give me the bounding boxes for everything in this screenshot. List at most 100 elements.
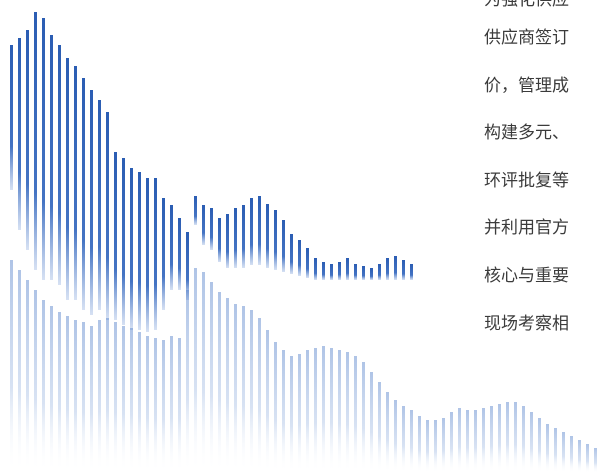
lower-bar bbox=[386, 392, 389, 473]
lower-bar bbox=[394, 400, 397, 473]
upper-bar bbox=[314, 258, 317, 280]
lower-bar bbox=[210, 282, 213, 473]
upper-bar bbox=[226, 214, 229, 268]
lower-bar bbox=[10, 260, 13, 473]
lower-bar bbox=[458, 408, 461, 473]
lower-bar bbox=[226, 298, 229, 473]
lower-bar bbox=[330, 348, 333, 473]
lower-bar bbox=[242, 306, 245, 473]
lower-bar bbox=[178, 338, 181, 473]
lower-bar bbox=[290, 356, 293, 473]
lower-bar bbox=[418, 416, 421, 473]
upper-bar bbox=[242, 205, 245, 268]
lower-bar bbox=[322, 346, 325, 473]
upper-bar bbox=[130, 168, 133, 330]
lower-bar bbox=[426, 420, 429, 473]
upper-bar bbox=[98, 100, 101, 310]
lower-bar bbox=[298, 354, 301, 473]
upper-bar bbox=[306, 248, 309, 278]
upper-bar bbox=[258, 196, 261, 265]
text-line-6: 并利用官方 bbox=[484, 218, 569, 238]
upper-bar bbox=[82, 78, 85, 310]
upper-bar bbox=[122, 158, 125, 325]
upper-bar bbox=[202, 205, 205, 245]
text-line-3: 价，管理成 bbox=[484, 76, 569, 96]
upper-bar bbox=[266, 204, 269, 268]
upper-bar bbox=[234, 208, 237, 268]
lower-bar bbox=[154, 338, 157, 473]
upper-bar bbox=[50, 35, 53, 280]
lower-bar bbox=[194, 268, 197, 473]
lower-bar bbox=[74, 320, 77, 473]
upper-bar bbox=[90, 90, 93, 315]
lower-bar bbox=[146, 336, 149, 473]
lower-bar bbox=[490, 406, 493, 473]
upper-bar bbox=[338, 262, 341, 280]
upper-bar bbox=[66, 58, 69, 300]
lower-bar bbox=[266, 330, 269, 473]
lower-bar bbox=[274, 342, 277, 473]
lower-bar bbox=[546, 424, 549, 473]
upper-bar bbox=[290, 234, 293, 274]
lower-bar bbox=[186, 290, 189, 473]
upper-bar bbox=[322, 262, 325, 280]
text-line-5: 环评批复等 bbox=[484, 171, 569, 191]
lower-bar bbox=[202, 272, 205, 473]
upper-bar bbox=[410, 264, 413, 280]
upper-bar bbox=[250, 198, 253, 265]
lower-bar bbox=[514, 402, 517, 473]
upper-bar bbox=[170, 205, 173, 290]
upper-bar bbox=[106, 112, 109, 320]
upper-bar bbox=[282, 220, 285, 272]
upper-bar bbox=[74, 66, 77, 300]
lower-bar bbox=[434, 420, 437, 473]
upper-bar bbox=[26, 30, 29, 250]
lower-bar bbox=[338, 350, 341, 473]
upper-bar bbox=[146, 178, 149, 332]
lower-bar bbox=[314, 348, 317, 473]
text-line-4: 构建多元、 bbox=[484, 123, 569, 143]
body-text-block: 为强化供应 供应商签订 价，管理成 构建多元、 环评批复等 并利用官方 核心与重… bbox=[484, 0, 604, 370]
upper-bar bbox=[298, 240, 301, 276]
lower-bar bbox=[370, 372, 373, 473]
upper-bar bbox=[42, 18, 45, 280]
upper-bar bbox=[114, 152, 117, 320]
upper-bar bbox=[362, 266, 365, 280]
upper-bar bbox=[186, 232, 189, 300]
lower-bar bbox=[354, 356, 357, 473]
upper-bar bbox=[346, 258, 349, 280]
lower-bar bbox=[402, 406, 405, 473]
text-line-1: 为强化供应 bbox=[484, 0, 569, 10]
lower-bar bbox=[410, 410, 413, 473]
text-line-2: 供应商签订 bbox=[484, 28, 569, 48]
lower-bar bbox=[162, 340, 165, 473]
lower-bar bbox=[450, 412, 453, 473]
lower-bar bbox=[58, 312, 61, 473]
lower-bar bbox=[362, 362, 365, 473]
upper-bar bbox=[162, 198, 165, 310]
upper-bar bbox=[138, 172, 141, 330]
lower-bar bbox=[26, 280, 29, 473]
upper-bar bbox=[34, 12, 37, 270]
upper-bar bbox=[394, 256, 397, 280]
lower-bar bbox=[90, 326, 93, 473]
lower-bar bbox=[234, 304, 237, 473]
lower-bar bbox=[498, 404, 501, 473]
upper-bar bbox=[194, 196, 197, 225]
lower-bar bbox=[306, 350, 309, 473]
lower-bar bbox=[258, 318, 261, 473]
lower-bar bbox=[506, 402, 509, 473]
lower-bar bbox=[554, 428, 557, 473]
upper-bar bbox=[218, 218, 221, 262]
lower-bar bbox=[122, 326, 125, 473]
lower-bar bbox=[34, 290, 37, 473]
lower-bar bbox=[594, 448, 597, 473]
lower-bar bbox=[474, 410, 477, 473]
upper-bar bbox=[210, 208, 213, 250]
text-line-8: 现场考察相 bbox=[484, 314, 569, 334]
lower-bar bbox=[282, 350, 285, 473]
lower-bar bbox=[250, 310, 253, 473]
lower-bar-group bbox=[10, 260, 597, 473]
upper-bar bbox=[370, 268, 373, 280]
lower-bar bbox=[562, 432, 565, 473]
